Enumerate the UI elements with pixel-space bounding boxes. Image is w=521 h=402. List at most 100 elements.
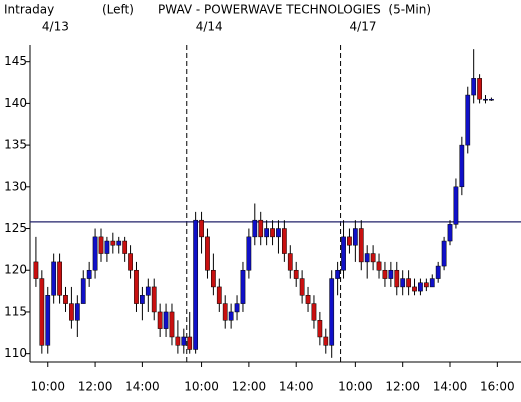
- candle-body: [157, 311, 163, 329]
- candle-body: [110, 240, 116, 246]
- candle-body: [252, 219, 258, 238]
- candle-body: [412, 286, 417, 292]
- y-tick-label: 120: [4, 263, 27, 277]
- candle-body: [104, 240, 110, 254]
- x-tick-label: 12:00: [232, 380, 267, 394]
- x-tick-label: 10:00: [30, 380, 65, 394]
- candle-body: [205, 236, 210, 271]
- candle-body: [234, 303, 240, 313]
- y-tick-label: 115: [4, 304, 27, 318]
- x-tick-label: 14:00: [125, 380, 160, 394]
- day-label: 4/14: [196, 20, 223, 34]
- candle-body: [175, 336, 181, 346]
- candle-body: [134, 269, 139, 304]
- candle-body: [489, 98, 494, 101]
- y-tick-label: 140: [4, 96, 27, 110]
- candle-body: [483, 98, 488, 101]
- candle-body: [86, 269, 92, 279]
- candle-body: [435, 265, 441, 279]
- candle-body: [293, 269, 299, 279]
- candle-body: [193, 219, 199, 350]
- candle-body: [116, 240, 122, 246]
- candle-body: [394, 269, 400, 288]
- y-tick-label: 145: [4, 54, 27, 68]
- x-tick-label: 12:00: [385, 380, 420, 394]
- candle-body: [341, 236, 346, 271]
- candle-body: [400, 278, 406, 288]
- candle-body: [33, 261, 39, 279]
- x-tick-label: 14:00: [279, 380, 314, 394]
- candle-body: [388, 269, 394, 279]
- candle-body: [98, 236, 104, 254]
- y-tick-label: 125: [4, 221, 27, 235]
- candle-body: [276, 228, 281, 238]
- candle-body: [216, 286, 222, 304]
- candle-body: [80, 278, 86, 304]
- candle-body: [140, 295, 145, 304]
- x-tick-label: 10:00: [338, 380, 373, 394]
- candle-body: [323, 336, 329, 346]
- candle-body: [299, 278, 305, 296]
- candle-body: [199, 219, 204, 238]
- candle-body: [145, 286, 151, 296]
- candle-body: [264, 228, 270, 238]
- candle-body: [347, 236, 352, 246]
- candle-body: [69, 303, 74, 321]
- candle-body: [305, 295, 311, 304]
- candle-body: [406, 278, 411, 288]
- candle-body: [352, 228, 358, 246]
- candle-body: [423, 282, 429, 288]
- candle-body: [376, 261, 382, 271]
- y-tick-label: 130: [4, 179, 27, 193]
- candle-body: [45, 295, 51, 346]
- candle-body: [329, 278, 335, 346]
- candle-body: [151, 286, 157, 313]
- candle-body: [311, 303, 317, 321]
- candle-body: [39, 278, 45, 346]
- candle-body: [364, 253, 370, 263]
- day-label: 4/17: [350, 20, 377, 34]
- candle-body: [211, 269, 216, 288]
- mode-label: Intraday: [4, 3, 54, 17]
- candle-body: [335, 269, 340, 279]
- candle-body: [370, 253, 376, 263]
- candle-body: [317, 320, 323, 338]
- candle-body: [270, 228, 275, 238]
- y-tick-label: 135: [4, 138, 27, 152]
- candle-body: [471, 78, 477, 96]
- candle-body: [63, 295, 68, 304]
- day-label: 4/13: [42, 20, 69, 34]
- candle-body: [358, 228, 364, 263]
- candle-body: [163, 311, 169, 329]
- chart-title: PWAV - POWERWAVE TECHNOLOGIES (5-Min): [158, 3, 431, 17]
- candle-body: [429, 278, 435, 288]
- candle-body: [92, 236, 98, 271]
- axis-label: (Left): [102, 3, 134, 17]
- candle-body: [281, 228, 287, 254]
- candle-body: [465, 94, 471, 146]
- candle-body: [187, 336, 193, 350]
- candle-body: [246, 236, 252, 271]
- x-tick-label: 14:00: [433, 380, 468, 394]
- candle-body: [222, 303, 228, 321]
- x-tick-label: 10:00: [184, 380, 219, 394]
- candle-body: [459, 144, 465, 188]
- candle-body: [418, 282, 423, 292]
- candle-body: [169, 311, 175, 338]
- candle-body: [57, 261, 62, 296]
- candle-body: [477, 78, 482, 100]
- candle-body: [228, 311, 234, 321]
- candle-body: [74, 303, 80, 321]
- candle-body: [240, 269, 246, 304]
- candle-body: [453, 186, 459, 225]
- candle-body: [258, 219, 264, 238]
- x-tick-label: 12:00: [78, 380, 113, 394]
- y-tick-label: 110: [4, 346, 27, 360]
- candle-body: [287, 253, 293, 271]
- candle-body: [441, 240, 447, 267]
- candle-body: [51, 261, 57, 296]
- candle-body: [128, 253, 133, 271]
- candle-body: [181, 336, 187, 346]
